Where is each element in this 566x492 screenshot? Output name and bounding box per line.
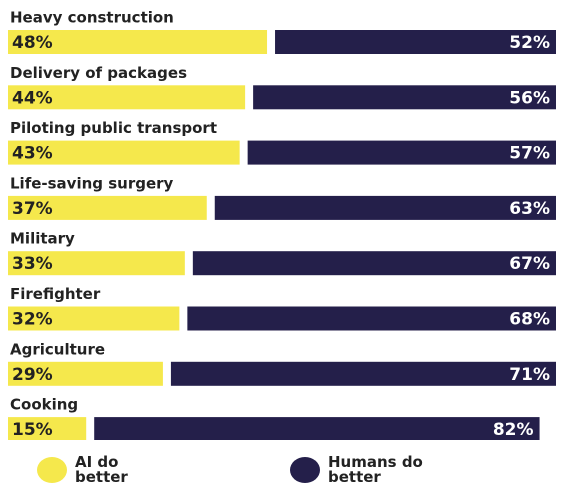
legend-label: AI do better	[75, 453, 128, 486]
legend-item: AI do better	[37, 455, 155, 485]
legend-swatch	[290, 457, 320, 483]
bar-segment	[8, 417, 87, 442]
chart: Heavy construction 48% 52% Delivery of pack…	[8, 9, 557, 442]
category-label: Delivery of packages	[10, 64, 187, 82]
value-label: 71%	[509, 365, 550, 385]
bar-segment	[8, 306, 180, 331]
category-label: Firefighter	[10, 285, 101, 303]
value-label: 37%	[12, 199, 53, 219]
bar-segment	[275, 30, 556, 54]
bar-segment	[170, 361, 557, 386]
bar-segment	[192, 251, 556, 276]
bar-segment	[8, 195, 207, 220]
category-label: Military	[10, 230, 75, 248]
category-label: Piloting public transport	[10, 119, 217, 137]
bar-segment	[8, 140, 240, 165]
value-label: 44%	[12, 88, 53, 108]
bar-segment	[8, 85, 246, 110]
category-label: Agriculture	[10, 340, 105, 358]
bar-segment	[253, 85, 556, 110]
value-label: 32%	[12, 310, 53, 330]
legend-swatch	[37, 457, 67, 483]
bar-segment	[8, 361, 163, 386]
bar-segment	[214, 195, 556, 220]
value-label: 56%	[509, 88, 550, 108]
bar-segment	[8, 30, 268, 54]
bar-segment	[187, 306, 557, 331]
value-label: 52%	[509, 33, 550, 53]
value-label: 15%	[12, 420, 53, 440]
value-label: 43%	[12, 144, 53, 164]
value-label: 82%	[493, 420, 534, 440]
category-label: Life-saving surgery	[10, 174, 174, 192]
legend-label: Humans do better	[328, 453, 423, 486]
value-label: 48%	[12, 33, 53, 53]
value-label: 67%	[509, 254, 550, 274]
bar-segment	[94, 417, 540, 442]
value-label: 63%	[509, 199, 550, 219]
category-label: Heavy construction	[10, 9, 174, 27]
value-label: 29%	[12, 365, 53, 385]
category-label: Cooking	[10, 396, 78, 414]
value-label: 33%	[12, 254, 53, 274]
legend-item: Humans do better	[290, 455, 468, 485]
bar-segment	[247, 140, 556, 165]
value-label: 68%	[509, 310, 550, 330]
bar-segment	[8, 251, 185, 276]
value-label: 57%	[509, 144, 550, 164]
